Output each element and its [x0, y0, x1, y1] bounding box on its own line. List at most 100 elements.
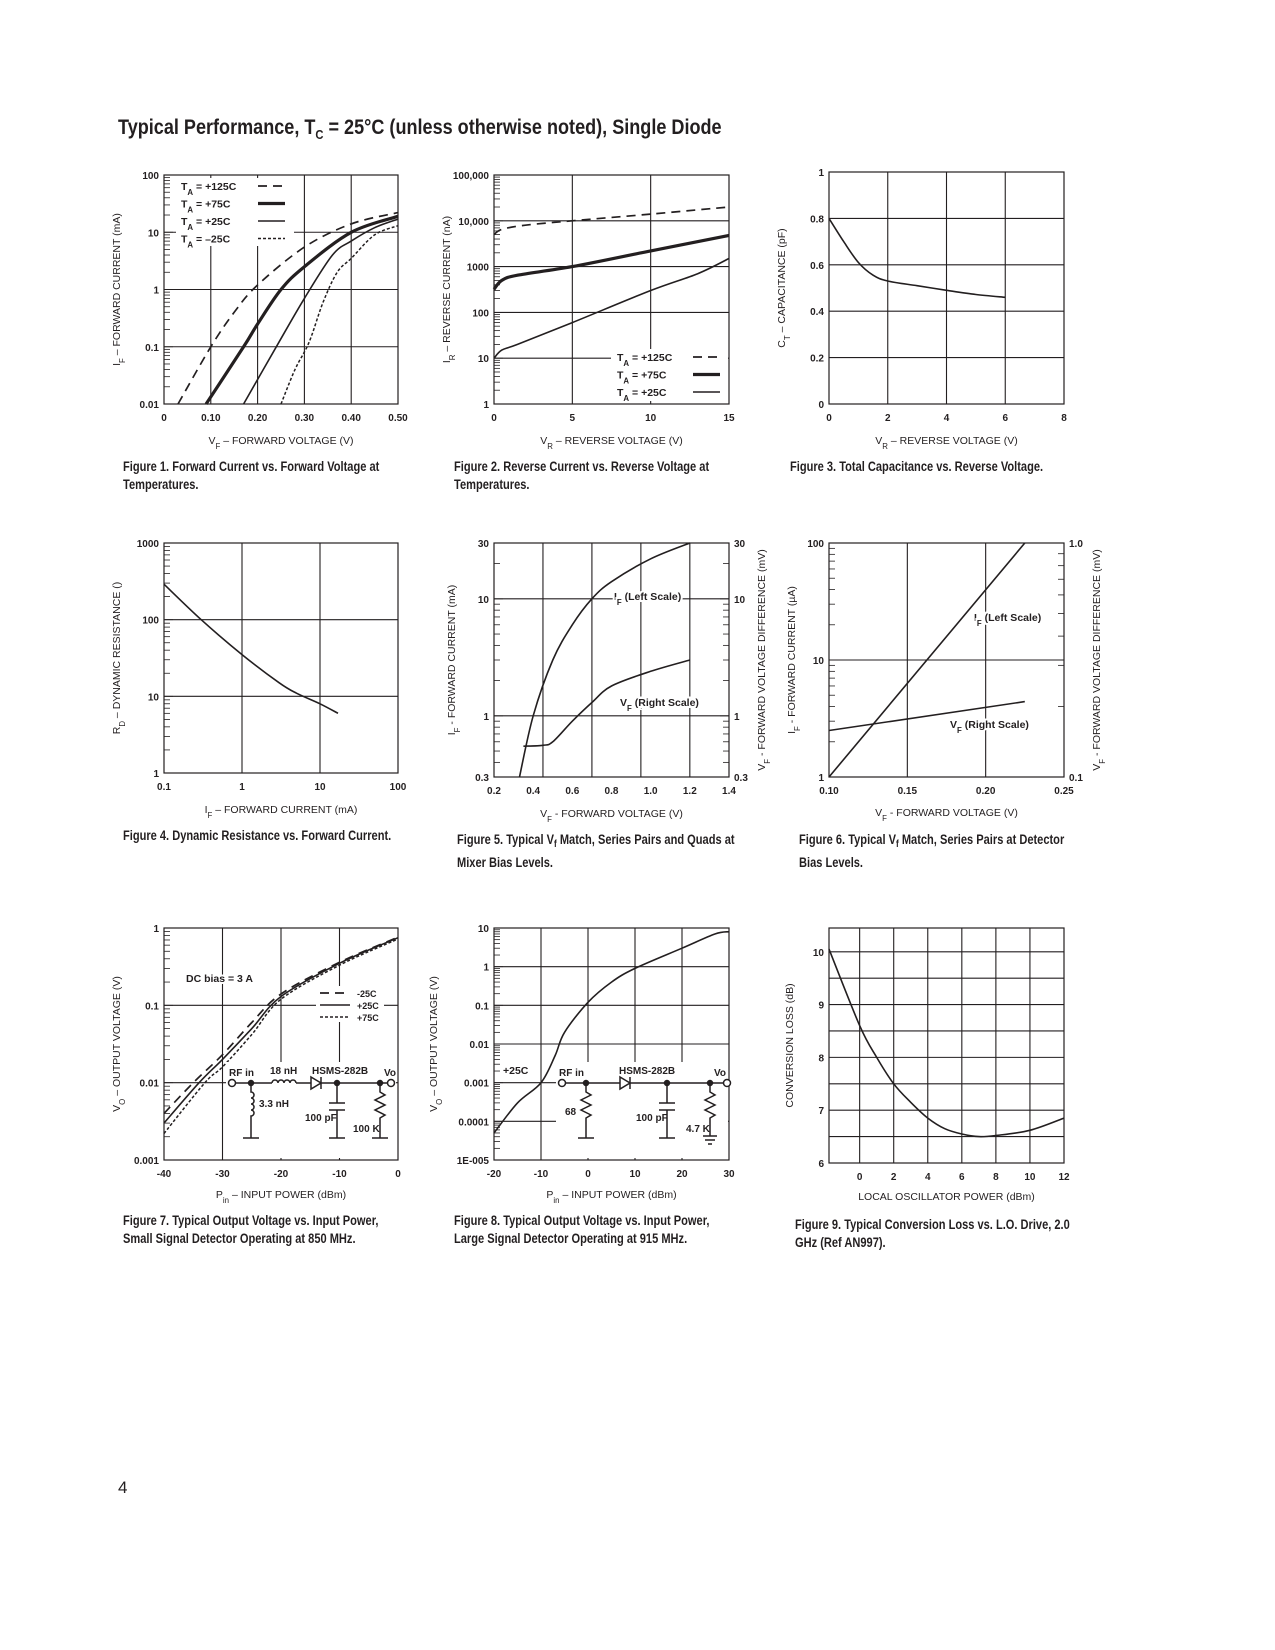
- resistor-icon: [703, 1083, 717, 1145]
- y-axis-label: IR – REVERSE CURRENT (nA): [441, 216, 457, 363]
- plot-frame: [163, 542, 399, 774]
- y-axis-label-subscript: F: [793, 726, 802, 731]
- series-label-text: V: [620, 697, 627, 709]
- annotation-text: DC bias = 3 A: [186, 973, 253, 985]
- caption-text: Figure 8. Typical Output Voltage vs. Inp…: [454, 1213, 710, 1246]
- series-label: VF (Right Scale): [950, 719, 1029, 735]
- x-tick-label: 0.25: [1054, 786, 1074, 797]
- series-line-2: [523, 659, 691, 747]
- y-tick-label: 100: [807, 539, 824, 550]
- y-axis-label-text: I: [786, 731, 798, 734]
- caption-text: Figure 7. Typical Output Voltage vs. Inp…: [123, 1213, 379, 1246]
- x-tick-label: 0.10: [819, 786, 839, 797]
- x-tick-label: 0.4: [526, 786, 540, 797]
- plot-frame: [493, 542, 730, 778]
- y-tick-label: 10: [478, 354, 490, 365]
- x-axis-label-text: – REVERSE VOLTAGE (V): [553, 435, 683, 447]
- y-tick-label: 0.1: [475, 1001, 489, 1012]
- y2-tick-label: 0.3: [734, 773, 748, 784]
- shunt-inductor-label: 3.3 nH: [259, 1099, 289, 1110]
- fig8-detector-circuit: RF in HSMS-282B Vo 68 100 pF 4.7 K: [556, 1062, 732, 1158]
- legend-entry-subscript: A: [187, 188, 193, 197]
- x-tick-label: 0.2: [487, 786, 501, 797]
- series-line-1: [828, 542, 1026, 778]
- y-tick-label: 10: [478, 924, 490, 935]
- x-axis-label-text: I: [205, 804, 208, 816]
- y-axis-label: IF - FORWARD CURRENT (µA): [786, 586, 802, 734]
- y-axis-label-subscript: O: [435, 1099, 444, 1105]
- y-axis-label-text: – OUTPUT VOLTAGE (V): [111, 976, 123, 1099]
- y-tick-label: 7: [818, 1106, 824, 1117]
- x-axis-label: VF - FORWARD VOLTAGE (V): [875, 807, 1018, 823]
- y-axis-label: RD – DYNAMIC RESISTANCE (): [111, 582, 127, 735]
- y-tick-label: 1: [818, 773, 824, 784]
- legend-entry: +25C: [357, 1001, 379, 1011]
- load-resistor-label: 4.7 K: [686, 1124, 711, 1135]
- y2-axis-label-text: V: [756, 764, 768, 771]
- y-axis-label: IF – FORWARD CURRENT (mA): [111, 213, 127, 366]
- series-line-3: [493, 257, 730, 359]
- legend-entry: TA = +25C: [617, 387, 667, 403]
- x-axis-label-subscript: R: [547, 442, 553, 451]
- series-line-2: [204, 214, 399, 405]
- y2-axis-label-subscript: F: [1098, 759, 1107, 764]
- figure-4-chart: 0.1 1 10 100 1 10 100 1000 IF – FORWARD CURRENT …: [111, 539, 407, 820]
- x-tick-label: 1.2: [683, 786, 697, 797]
- y2-axis-label-text: - FORWARD VOLTAGE DIFFERENCE (mV): [756, 549, 768, 759]
- x-axis-label: Pin – INPUT POWER (dBm): [216, 1189, 346, 1205]
- series-line-2: [163, 936, 399, 1124]
- legend-entry: TA = +125C: [181, 181, 237, 197]
- shunt-resistor-label: 68: [565, 1107, 577, 1118]
- y-axis-label-subscript: O: [118, 1099, 127, 1105]
- x-axis-label-subscript: F: [208, 811, 213, 820]
- legend-background: [316, 986, 384, 1022]
- x-axis-label-subscript: R: [882, 442, 888, 451]
- x-tick-label: 1.4: [722, 786, 736, 797]
- y-axis-label-text: V: [428, 1105, 440, 1112]
- capacitor-label: 100 pF: [305, 1113, 337, 1124]
- vo-terminal-icon: [386, 1078, 396, 1088]
- x-tick-label: -10: [332, 1169, 347, 1180]
- annotation: +25C: [503, 1065, 529, 1077]
- y-tick-label: 100: [142, 616, 159, 627]
- x-tick-label: 0.40: [341, 413, 361, 424]
- y-tick-label: 0.01: [470, 1040, 490, 1051]
- y-axis-label-text: I: [111, 363, 123, 366]
- series-label-subscript: F: [957, 726, 962, 735]
- x-tick-label: 6: [959, 1172, 965, 1183]
- y-tick-label: 0.2: [810, 354, 824, 365]
- y-tick-label: 100,000: [453, 171, 490, 182]
- y-tick-label: 9: [818, 1001, 824, 1012]
- x-tick-label: 0: [161, 413, 167, 424]
- legend-entry: TA = –25C: [181, 234, 231, 250]
- x-tick-label: 0: [585, 1169, 591, 1180]
- page-number: 4: [118, 1478, 128, 1497]
- figure-1-caption: Figure 1. Forward Current vs. Forward Vo…: [123, 458, 410, 494]
- page-title: Typical Performance, TC = 25°C (unless o…: [118, 116, 722, 142]
- y-axis-label-subscript: F: [118, 358, 127, 363]
- x-tick-label: 100: [390, 782, 407, 793]
- vo-terminal-icon: [722, 1078, 732, 1088]
- x-axis-label-text: - FORWARD VOLTAGE (V): [887, 807, 1018, 819]
- series-label-text: I: [614, 591, 617, 603]
- capacitor-icon: [329, 1083, 345, 1139]
- x-tick-label: 0.8: [605, 786, 619, 797]
- series-line-1: [518, 542, 691, 778]
- x-axis-label-text: – FORWARD VOLTAGE (V): [220, 435, 353, 447]
- legend-entry-subscript: A: [623, 376, 629, 385]
- plot-frame: [493, 927, 730, 1161]
- y-tick-label: 1: [818, 168, 824, 179]
- caption-text: Figure 5. Typical V: [457, 832, 555, 847]
- y-tick-label: 10: [478, 595, 490, 606]
- legend-entry-subscript: A: [187, 240, 193, 249]
- diode-label: HSMS-282B: [312, 1066, 368, 1077]
- y-tick-label: 0.6: [810, 261, 824, 272]
- x-tick-label: 10: [314, 782, 326, 793]
- y2-axis-label-text: - FORWARD VOLTAGE DIFFERENCE (mV): [1091, 549, 1103, 759]
- y-axis-label-text: CONVERSION LOSS (dB): [784, 983, 796, 1107]
- figure-5-chart: 0.2 0.4 0.6 0.8 1.0 1.2 1.4 0.3 1 10 30 0.3 1 10 30 VF …: [446, 539, 772, 824]
- y-tick-label: 10: [813, 656, 825, 667]
- x-tick-label: 10: [629, 1169, 641, 1180]
- x-tick-label: 5: [570, 413, 576, 424]
